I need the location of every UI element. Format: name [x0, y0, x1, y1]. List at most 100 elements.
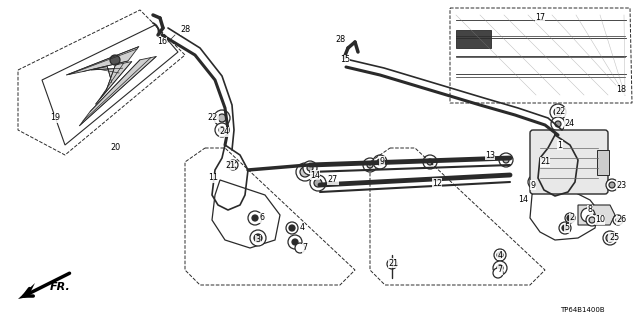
Text: TP64B1400B: TP64B1400B	[560, 307, 604, 313]
Circle shape	[423, 155, 437, 169]
Text: FR.: FR.	[50, 282, 71, 292]
Text: 25: 25	[609, 233, 619, 241]
Polygon shape	[95, 62, 132, 104]
Circle shape	[550, 104, 566, 120]
Text: 22: 22	[556, 108, 566, 116]
Text: 20: 20	[110, 144, 120, 152]
Circle shape	[499, 153, 513, 167]
Circle shape	[367, 162, 373, 168]
Text: 15: 15	[340, 56, 350, 64]
Circle shape	[215, 123, 229, 137]
Circle shape	[303, 161, 317, 175]
Text: 18: 18	[616, 85, 626, 94]
Circle shape	[250, 230, 266, 246]
Circle shape	[528, 175, 542, 189]
Circle shape	[248, 211, 262, 225]
Circle shape	[307, 165, 313, 171]
Text: 10: 10	[595, 216, 605, 225]
Text: 24: 24	[219, 128, 229, 137]
Text: 5: 5	[564, 224, 570, 233]
Text: 11: 11	[208, 174, 218, 182]
Circle shape	[497, 252, 503, 258]
Circle shape	[603, 231, 617, 245]
Polygon shape	[79, 56, 156, 126]
Text: 19: 19	[50, 114, 60, 122]
Circle shape	[377, 159, 383, 165]
Text: 24: 24	[564, 120, 574, 129]
Text: 3: 3	[255, 235, 260, 244]
Circle shape	[252, 215, 258, 221]
Circle shape	[288, 235, 302, 249]
Polygon shape	[91, 67, 123, 83]
Circle shape	[497, 265, 503, 271]
Circle shape	[555, 121, 561, 127]
Text: 1: 1	[557, 140, 563, 150]
Circle shape	[562, 225, 568, 231]
Circle shape	[532, 179, 538, 185]
Text: 16: 16	[157, 38, 167, 47]
Circle shape	[613, 215, 623, 225]
Circle shape	[540, 157, 550, 167]
Circle shape	[218, 114, 226, 122]
Circle shape	[551, 117, 565, 131]
Text: 4: 4	[497, 250, 502, 259]
Text: 7: 7	[303, 243, 308, 253]
Circle shape	[554, 108, 562, 116]
Polygon shape	[18, 283, 35, 299]
Circle shape	[503, 157, 509, 163]
Circle shape	[581, 208, 595, 222]
Circle shape	[363, 158, 377, 172]
Text: 4: 4	[300, 224, 305, 233]
Text: 27: 27	[328, 175, 338, 184]
Text: 9: 9	[531, 181, 536, 189]
Circle shape	[387, 259, 397, 269]
Circle shape	[296, 163, 314, 181]
Circle shape	[609, 182, 615, 188]
Text: 8: 8	[588, 205, 593, 214]
Text: 23: 23	[616, 181, 626, 189]
Circle shape	[219, 127, 225, 133]
Bar	[456, 30, 491, 48]
Circle shape	[228, 160, 238, 170]
Bar	[597, 150, 609, 175]
Text: 6: 6	[259, 213, 264, 222]
Text: 12: 12	[432, 179, 442, 188]
Circle shape	[589, 217, 595, 223]
Circle shape	[606, 234, 614, 242]
Circle shape	[295, 243, 305, 253]
Circle shape	[586, 214, 598, 226]
Text: 17: 17	[535, 13, 545, 23]
Circle shape	[214, 110, 230, 126]
Circle shape	[616, 218, 620, 222]
Text: 9: 9	[380, 157, 385, 166]
Text: 14: 14	[310, 170, 320, 180]
Text: 26: 26	[616, 216, 626, 225]
Circle shape	[427, 159, 433, 165]
Circle shape	[289, 225, 295, 231]
Text: 7: 7	[497, 265, 502, 275]
Text: 21: 21	[225, 160, 235, 169]
FancyBboxPatch shape	[530, 130, 608, 194]
Text: 2: 2	[570, 213, 575, 222]
Circle shape	[286, 222, 298, 234]
Text: 28: 28	[180, 26, 190, 34]
Text: 28: 28	[335, 35, 345, 44]
Polygon shape	[578, 205, 615, 225]
Circle shape	[565, 213, 575, 223]
Circle shape	[373, 155, 387, 169]
Text: 14: 14	[518, 196, 528, 204]
Text: 21: 21	[540, 158, 550, 167]
Circle shape	[314, 179, 322, 187]
Circle shape	[292, 239, 298, 245]
Circle shape	[606, 179, 618, 191]
Circle shape	[254, 234, 262, 242]
Circle shape	[310, 175, 326, 191]
Text: 21: 21	[388, 258, 398, 268]
Circle shape	[300, 167, 310, 177]
Text: 22: 22	[208, 114, 218, 122]
Circle shape	[559, 222, 571, 234]
Text: 13: 13	[485, 151, 495, 160]
Circle shape	[493, 268, 503, 278]
Circle shape	[110, 55, 120, 65]
Circle shape	[494, 249, 506, 261]
